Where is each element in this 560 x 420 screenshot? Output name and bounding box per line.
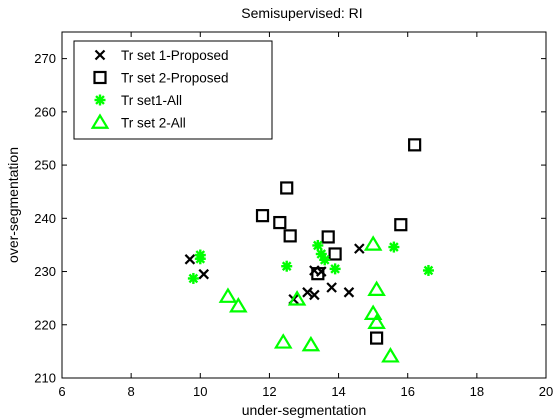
point-tr-set-2-proposed <box>408 138 422 152</box>
point-tr-set-2-proposed <box>394 218 408 232</box>
point-tr-set-2-all <box>301 335 321 352</box>
point-tr-set-2-all <box>381 347 400 363</box>
point-tr-set-2-all <box>229 297 248 313</box>
point-tr-set-2-all <box>273 333 293 349</box>
point-tr-set-2-proposed <box>370 331 384 345</box>
point-tr-set-1-proposed <box>354 243 365 254</box>
y-tick-label: 250 <box>34 158 56 173</box>
point-tr-set-1-proposed <box>184 254 196 265</box>
point-tr-set-1-proposed <box>302 287 313 298</box>
point-tr-set-2-proposed <box>280 181 294 195</box>
point-tr-set-2-all <box>287 290 307 306</box>
point-tr-set-2-all <box>367 280 386 296</box>
point-tr-set-2-proposed <box>311 267 325 281</box>
y-axis-title: over-segmentation <box>5 147 21 263</box>
point-tr-set1-all <box>194 249 206 261</box>
legend-marker <box>94 49 106 61</box>
y-tick-label: 210 <box>34 371 56 386</box>
point-tr-set-1-proposed <box>309 289 320 301</box>
legend-marker <box>93 70 107 85</box>
data-points <box>184 138 434 363</box>
legend-marker <box>94 94 106 106</box>
axis-ticks: 6 8 10 12 14 16 18 20 210 220 230 240 250 260 270 <box>34 32 553 399</box>
legend-label: Tr set1-All <box>121 93 182 108</box>
x-tick-label: 16 <box>400 384 414 399</box>
x-tick-label: 20 <box>539 384 553 399</box>
point-tr-set1-all <box>319 254 331 266</box>
point-tr-set-2-proposed <box>328 247 342 261</box>
x-tick-label: 12 <box>262 384 276 399</box>
legend: Tr set 1-Proposed Tr set 2-Proposed Tr set… <box>73 40 273 140</box>
point-tr-set-1-proposed <box>326 282 337 293</box>
y-tick-label: 230 <box>34 264 56 279</box>
x-tick-label: 18 <box>470 384 484 399</box>
legend-marker <box>90 113 110 129</box>
point-tr-set-2-proposed <box>321 230 335 244</box>
point-tr-set1-all <box>388 241 400 253</box>
legend-label: Tr set 2-Proposed <box>121 71 229 86</box>
chart-title: Semisupervised: RI <box>241 5 362 21</box>
point-tr-set-2-all <box>363 235 383 251</box>
legend-label: Tr set 2-All <box>121 116 186 131</box>
x-tick-label: 10 <box>193 384 207 399</box>
point-tr-set1-all <box>422 264 434 276</box>
y-tick-label: 220 <box>34 317 56 332</box>
point-tr-set-2-all <box>218 287 238 303</box>
point-tr-set1-all <box>281 260 293 272</box>
y-tick-label: 240 <box>34 211 56 226</box>
x-tick-label: 8 <box>128 384 135 399</box>
legend-label: Tr set 1-Proposed <box>121 48 229 63</box>
point-tr-set-2-proposed <box>273 215 287 230</box>
x-axis-title: under-segmentation <box>242 402 367 418</box>
point-tr-set-2-all <box>367 313 386 329</box>
x-tick-label: 6 <box>58 384 65 399</box>
point-tr-set-2-proposed <box>255 209 270 223</box>
point-tr-set1-all <box>312 239 324 251</box>
point-tr-set-1-proposed <box>343 287 355 298</box>
point-tr-set-2-all <box>363 304 383 320</box>
point-tr-set1-all <box>187 272 199 284</box>
legend-box <box>73 40 273 140</box>
x-tick-label: 14 <box>331 384 345 399</box>
point-tr-set-1-proposed <box>198 268 210 280</box>
y-tick-label: 260 <box>34 104 56 119</box>
point-tr-set1-all <box>329 263 341 275</box>
y-tick-label: 270 <box>34 51 56 66</box>
point-tr-set-2-proposed <box>283 229 297 243</box>
